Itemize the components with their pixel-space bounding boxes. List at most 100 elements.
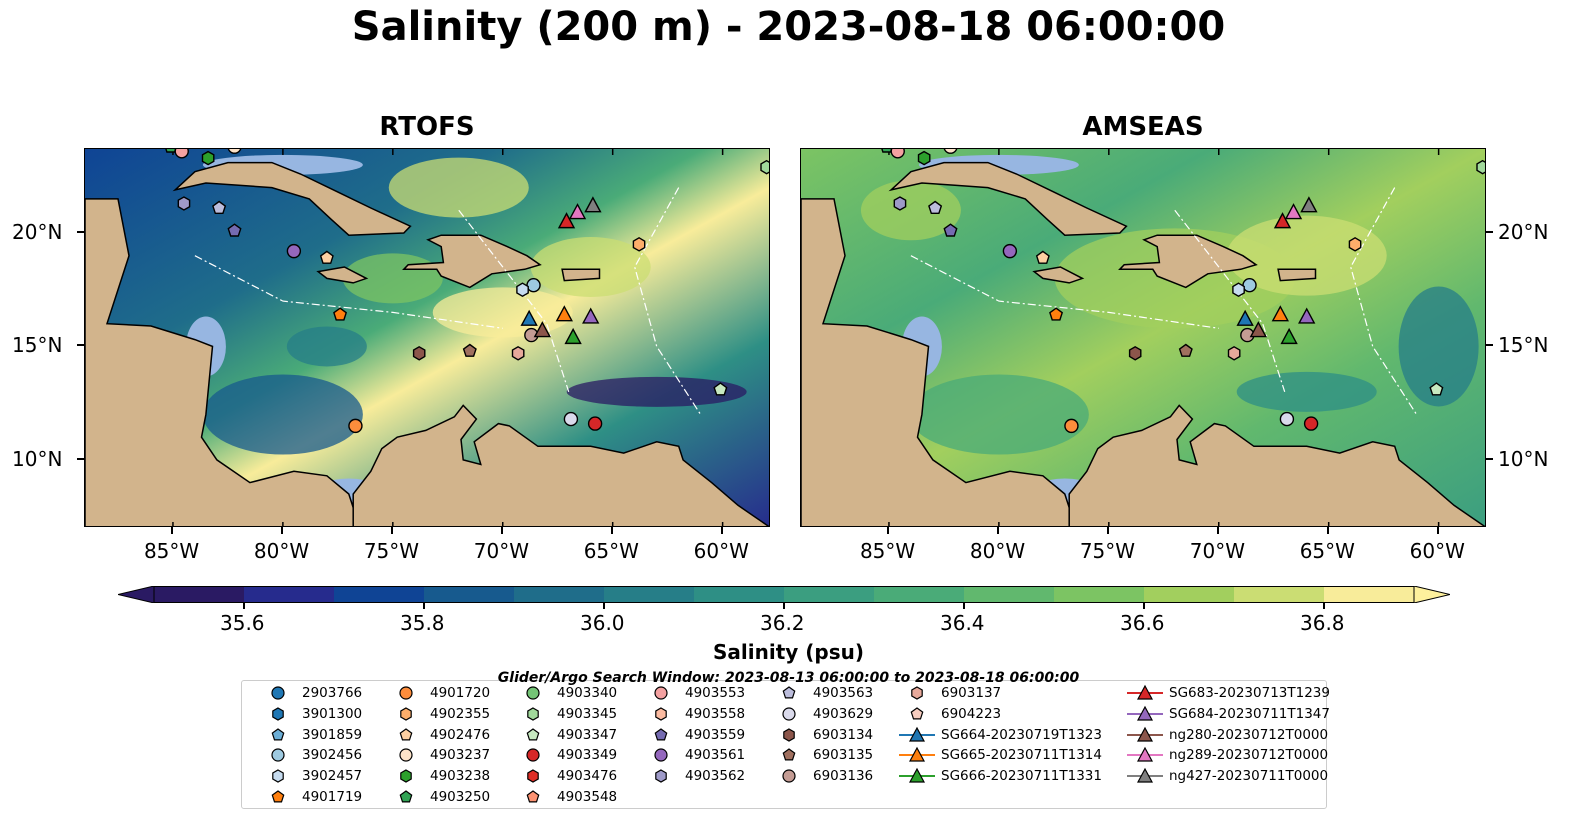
colorbar [118, 586, 1450, 603]
platform-marker-SG684-20230711T1347[interactable] [1298, 307, 1316, 324]
platform-marker-ng427-20230711T0000[interactable] [584, 196, 602, 213]
platform-marker-SG683-20230713T1239[interactable] [557, 212, 576, 229]
platform-marker-4902355[interactable] [632, 236, 646, 252]
eez-boundary [194, 255, 503, 329]
platform-marker-SG684-20230711T1347[interactable] [582, 307, 600, 324]
platform-marker-4902355[interactable] [1348, 236, 1362, 252]
platform-marker-4901720[interactable] [1064, 418, 1079, 434]
pentagon-marker-icon [526, 790, 540, 803]
colorbar-tick-label: 36.2 [760, 611, 805, 635]
legend-label: 4902476 [430, 726, 491, 743]
platform-marker-4903561[interactable] [286, 243, 302, 259]
legend-label: 4903349 [557, 747, 618, 764]
map-panel-rtofs[interactable] [84, 148, 770, 527]
lon-tick-mark [996, 527, 999, 534]
salinity-patch [860, 180, 961, 241]
platform-marker-SG683-20230713T1239[interactable] [1273, 212, 1292, 229]
platform-marker-4903559[interactable] [943, 223, 958, 237]
platform-marker-6903135[interactable] [1178, 343, 1193, 357]
circle-marker-icon [782, 769, 796, 783]
platform-marker-4903347[interactable] [1429, 382, 1444, 396]
circle-marker-icon [399, 748, 413, 762]
platform-marker-6903135[interactable] [462, 343, 477, 357]
lat-tick-label: 10°N [1498, 446, 1549, 471]
platform-marker-4903237[interactable] [943, 149, 958, 154]
platform-marker-4901719[interactable] [333, 307, 348, 321]
platform-marker-6903137[interactable] [1227, 345, 1241, 361]
platform-marker-SG665-20230711T1314[interactable] [555, 305, 573, 322]
platform-marker-4903347[interactable] [713, 382, 728, 396]
lon-tick-label: 80°W [969, 539, 1026, 563]
platform-marker-3902456[interactable] [526, 277, 541, 293]
colorbar-tick-mark [783, 603, 785, 609]
platform-marker-4903629[interactable] [1279, 411, 1295, 427]
platform-marker-4901719[interactable] [1049, 307, 1064, 321]
platform-marker-SG664-20230719T1323[interactable] [520, 309, 538, 326]
platform-marker-ng289-20230712T0000[interactable] [568, 203, 587, 220]
platform-marker-ng280-20230712T0000[interactable] [1249, 321, 1268, 338]
platform-marker-SG664-20230719T1323[interactable] [1236, 309, 1254, 326]
platform-marker-3902457[interactable] [1232, 282, 1245, 298]
platform-marker-4903250[interactable] [165, 149, 177, 153]
platform-marker-4903561[interactable] [1002, 243, 1018, 259]
platform-marker-SG665-20230711T1314[interactable] [1271, 305, 1289, 322]
platform-marker-6903134[interactable] [1128, 345, 1142, 361]
platform-marker-SG666-20230711T1331[interactable] [564, 327, 582, 345]
platform-marker-ng427-20230711T0000[interactable] [1300, 196, 1318, 213]
map-canvas-amseas [801, 149, 1486, 526]
pentagon-marker-icon [271, 790, 285, 803]
platform-marker-4903238[interactable] [201, 150, 215, 166]
platform-marker-4903553[interactable] [174, 149, 189, 159]
platform-marker-3902457[interactable] [516, 282, 529, 298]
platform-marker-4903349[interactable] [1303, 416, 1319, 431]
lon-tick-mark [1216, 527, 1219, 534]
platform-marker-4903629[interactable] [563, 411, 579, 427]
map-panel-amseas[interactable] [800, 148, 1486, 527]
platform-marker-4903237[interactable] [227, 149, 242, 154]
platform-marker-6903134[interactable] [412, 345, 426, 361]
pentagon-marker-icon [399, 727, 413, 741]
colorbar-bin [424, 586, 515, 603]
legend-label: 4901719 [302, 789, 363, 805]
legend-label: 6903135 [813, 747, 874, 764]
circle-marker-icon [526, 748, 540, 762]
platform-marker-4903553[interactable] [890, 149, 905, 159]
colorbar-bin [514, 586, 605, 603]
salinity-patch [1236, 371, 1377, 412]
platform-marker-ng280-20230712T0000[interactable] [533, 321, 552, 338]
triangle-marker-icon [1127, 705, 1163, 721]
platform-marker-SG666-20230711T1331[interactable] [1280, 327, 1298, 345]
legend-label: 4903340 [557, 685, 618, 701]
legend-label: 3902456 [302, 747, 363, 764]
platform-marker-4903345[interactable] [760, 159, 770, 175]
lat-tick-label: 20°N [12, 219, 63, 244]
lon-tick-mark [1436, 527, 1439, 534]
platform-marker-4903559[interactable] [227, 223, 242, 237]
colorbar-bin [154, 586, 245, 603]
platform-marker-4903345[interactable] [1476, 159, 1486, 175]
platform-marker-4902476[interactable] [319, 250, 334, 264]
platform-marker-3902456[interactable] [1242, 277, 1257, 293]
platform-marker-4901720[interactable] [348, 418, 363, 434]
platform-marker-4903562[interactable] [177, 196, 191, 211]
map-canvas-rtofs [85, 149, 770, 526]
platform-marker-4903563[interactable] [212, 200, 227, 215]
platform-marker-4903238[interactable] [917, 150, 931, 166]
colorbar-tick-mark [243, 603, 245, 609]
platform-marker-6903137[interactable] [511, 345, 525, 361]
platform-marker-4903349[interactable] [587, 416, 603, 431]
platform-marker-ng289-20230712T0000[interactable] [1284, 203, 1303, 220]
hexagon-marker-icon [911, 686, 923, 700]
colorbar-extend-low [118, 586, 155, 603]
platform-marker-4903563[interactable] [928, 200, 943, 215]
legend-label: ng427-20230711T0000 [1169, 768, 1329, 785]
platform-marker-4902476[interactable] [1035, 250, 1050, 264]
colorbar-bin [1234, 586, 1325, 603]
lat-tick-label: 15°N [1498, 333, 1549, 358]
legend-label: 4903250 [430, 789, 491, 805]
land-jamaica [1032, 266, 1085, 284]
platform-marker-4903562[interactable] [893, 196, 907, 211]
platform-legend: 2903766 3901300 3901859 3902456 3902457 49017… [241, 680, 1330, 809]
legend-label: 4902355 [430, 705, 491, 722]
platform-marker-4903250[interactable] [881, 149, 893, 153]
